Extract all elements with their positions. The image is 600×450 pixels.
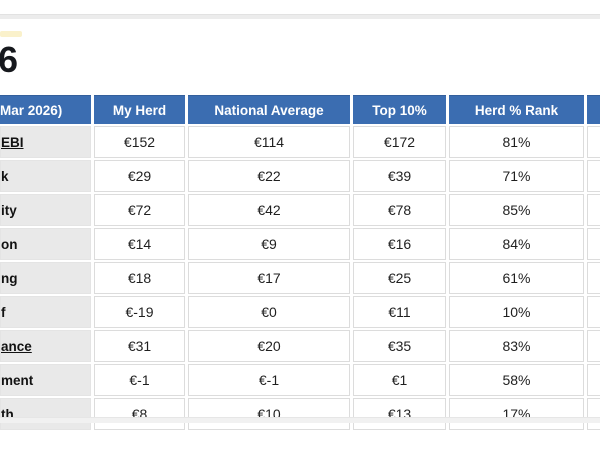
- cell-my-herd: €8: [94, 398, 185, 430]
- cell-top-10: €35: [353, 330, 446, 362]
- ebi-table: Mar 2026) My Herd National Average Top 1…: [0, 93, 600, 432]
- row-label: on: [0, 228, 91, 260]
- table-row: EBI €152 €114 €172 81%: [0, 126, 600, 158]
- cell-my-herd: €72: [94, 194, 185, 226]
- cell-national-average: €20: [188, 330, 350, 362]
- bottom-divider: [0, 417, 600, 423]
- cell-my-herd: €18: [94, 262, 185, 294]
- cell-my-herd: €-19: [94, 296, 185, 328]
- cell-herd-rank: 61%: [449, 262, 584, 294]
- cell-my-herd: €29: [94, 160, 185, 192]
- cell-national-average: €22: [188, 160, 350, 192]
- highlight-artifact: [0, 31, 22, 37]
- cell-partial: [587, 228, 600, 260]
- row-label-maintenance: ance: [0, 330, 91, 362]
- row-label-health: th: [0, 398, 91, 430]
- column-header-national-average: National Average: [188, 95, 350, 124]
- row-label-ebi: EBI: [0, 126, 91, 158]
- cell-national-average: €9: [188, 228, 350, 260]
- column-header-my-herd: My Herd: [94, 95, 185, 124]
- cell-herd-rank: 58%: [449, 364, 584, 396]
- cell-top-10: €172: [353, 126, 446, 158]
- cell-herd-rank: 81%: [449, 126, 584, 158]
- cell-top-10: €39: [353, 160, 446, 192]
- cell-top-10: €78: [353, 194, 446, 226]
- top-divider: [0, 14, 600, 19]
- cell-national-average: €10: [188, 398, 350, 430]
- table-row: ance €31 €20 €35 83%: [0, 330, 600, 362]
- cell-top-10: €13: [353, 398, 446, 430]
- cell-partial: [587, 160, 600, 192]
- cell-my-herd: €31: [94, 330, 185, 362]
- cell-my-herd: €14: [94, 228, 185, 260]
- cell-herd-rank: 85%: [449, 194, 584, 226]
- row-label: ity: [0, 194, 91, 226]
- cell-herd-rank: 84%: [449, 228, 584, 260]
- table-row: ment €-1 €-1 €1 58%: [0, 364, 600, 396]
- row-label: k: [0, 160, 91, 192]
- cell-national-average: €-1: [188, 364, 350, 396]
- cell-partial: [587, 398, 600, 430]
- cell-partial: [587, 330, 600, 362]
- table-row: ng €18 €17 €25 61%: [0, 262, 600, 294]
- cell-top-10: €11: [353, 296, 446, 328]
- table-row: th €8 €10 €13 17%: [0, 398, 600, 430]
- table-row: k €29 €22 €39 71%: [0, 160, 600, 192]
- column-header-top-10: Top 10%: [353, 95, 446, 124]
- cell-national-average: €114: [188, 126, 350, 158]
- page-title-fragment: 6: [0, 39, 18, 80]
- cell-partial: [587, 262, 600, 294]
- column-header-period: Mar 2026): [0, 95, 91, 124]
- table-row: f €-19 €0 €11 10%: [0, 296, 600, 328]
- row-label: f: [0, 296, 91, 328]
- row-label: ng: [0, 262, 91, 294]
- cell-partial: [587, 126, 600, 158]
- cell-partial: [587, 194, 600, 226]
- cell-top-10: €1: [353, 364, 446, 396]
- table-row: ity €72 €42 €78 85%: [0, 194, 600, 226]
- cell-national-average: €17: [188, 262, 350, 294]
- cell-national-average: €42: [188, 194, 350, 226]
- table-row: on €14 €9 €16 84%: [0, 228, 600, 260]
- header-row: Mar 2026) My Herd National Average Top 1…: [0, 95, 600, 124]
- cell-partial: [587, 364, 600, 396]
- cell-my-herd: €152: [94, 126, 185, 158]
- cell-top-10: €25: [353, 262, 446, 294]
- row-label-link[interactable]: EBI: [1, 134, 24, 150]
- column-header-herd-rank: Herd % Rank: [449, 95, 584, 124]
- cell-herd-rank: 17%: [449, 398, 584, 430]
- row-label: ment: [0, 364, 91, 396]
- cell-my-herd: €-1: [94, 364, 185, 396]
- cell-top-10: €16: [353, 228, 446, 260]
- ebi-report-table: Mar 2026) My Herd National Average Top 1…: [0, 93, 600, 432]
- cell-herd-rank: 10%: [449, 296, 584, 328]
- cell-herd-rank: 83%: [449, 330, 584, 362]
- cell-herd-rank: 71%: [449, 160, 584, 192]
- column-header-partial: [587, 95, 600, 124]
- row-label-link[interactable]: ance: [1, 338, 32, 354]
- cell-partial: [587, 296, 600, 328]
- cell-national-average: €0: [188, 296, 350, 328]
